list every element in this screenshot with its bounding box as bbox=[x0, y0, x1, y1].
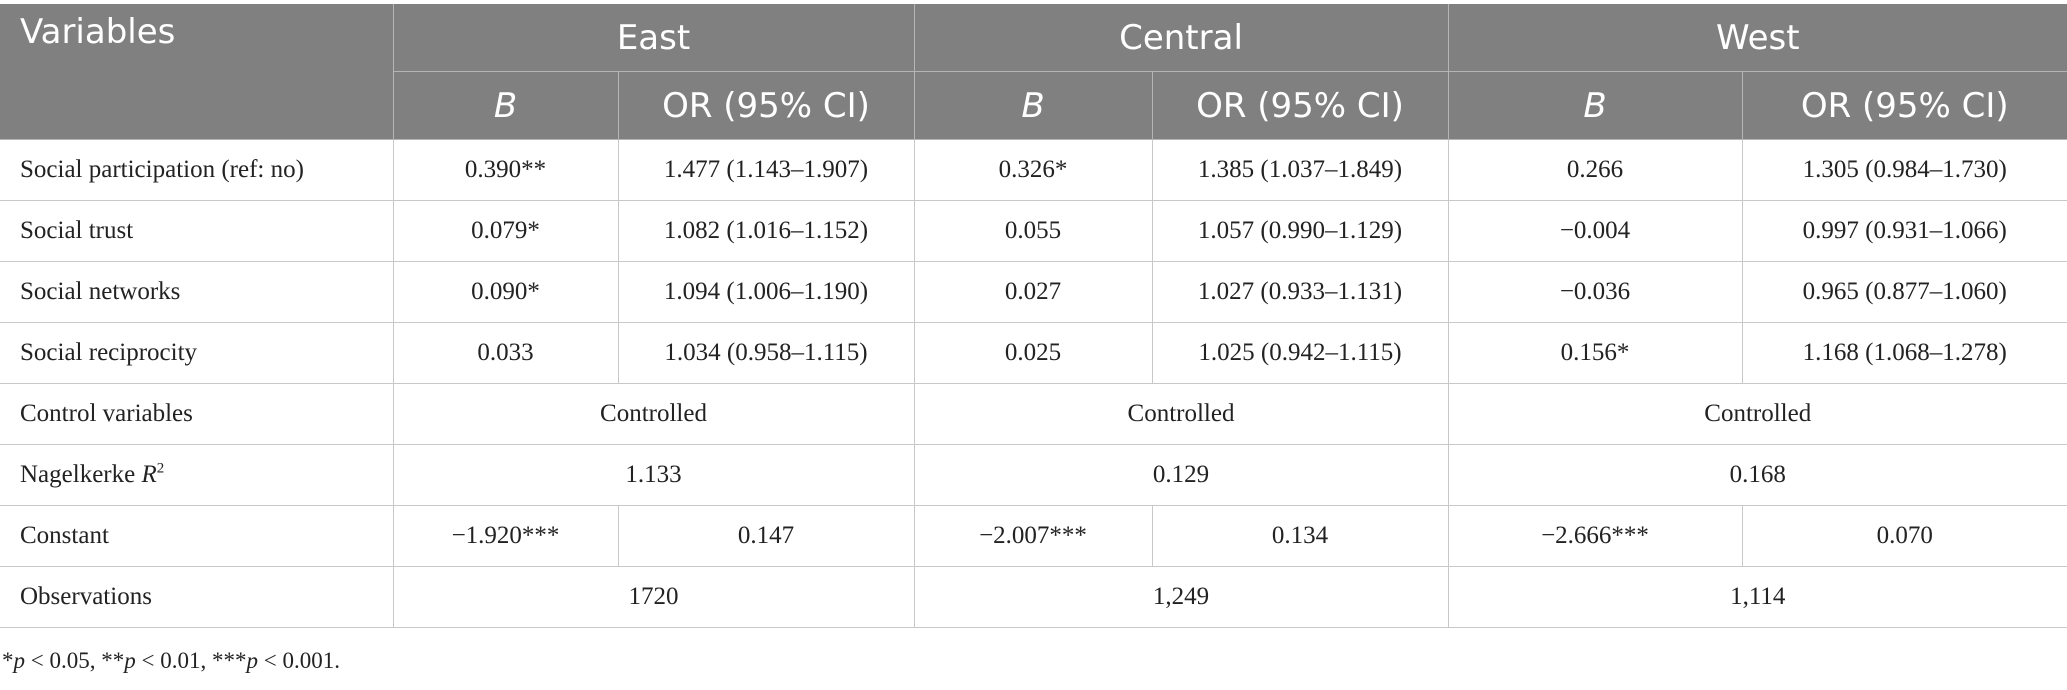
nagelkerke-sup: 2 bbox=[156, 460, 165, 477]
table-row: Social trust 0.079* 1.082 (1.016–1.152) … bbox=[0, 200, 2067, 262]
header-row-stats: B OR (95% CI) B OR (95% CI) B OR (95% CI… bbox=[0, 71, 2067, 140]
control-east: Controlled bbox=[392, 383, 915, 445]
table-cell: −0.036 bbox=[1447, 261, 1743, 323]
footnote-p-3: p bbox=[246, 648, 258, 673]
table-cell: 0.156* bbox=[1447, 322, 1743, 384]
table-cell: −2.007*** bbox=[913, 505, 1153, 567]
table-cell: 1.385 (1.037–1.849) bbox=[1151, 139, 1449, 201]
row-label: Social trust bbox=[0, 200, 394, 262]
table-cell: 1.027 (0.933–1.131) bbox=[1151, 261, 1449, 323]
observations-row: Observations 1720 1,249 1,114 bbox=[0, 566, 2067, 628]
table-cell: −2.666*** bbox=[1447, 505, 1743, 567]
row-label: Constant bbox=[0, 505, 394, 567]
nagelkerke-east: 1.133 bbox=[392, 444, 915, 506]
footnote-threshold-2: < 0.01, bbox=[135, 648, 212, 673]
observations-central: 1,249 bbox=[913, 566, 1449, 628]
header-b-central: B bbox=[914, 71, 1153, 140]
nagelkerke-west: 0.168 bbox=[1447, 444, 2067, 506]
table-cell: 0.025 bbox=[913, 322, 1153, 384]
row-label: Control variables bbox=[0, 383, 394, 445]
row-label: Social participation (ref: no) bbox=[0, 139, 394, 201]
table-cell: 0.134 bbox=[1151, 505, 1449, 567]
table-cell: 0.965 (0.877–1.060) bbox=[1741, 261, 2067, 323]
header-b-west: B bbox=[1448, 71, 1743, 140]
table-cell: 0.997 (0.931–1.066) bbox=[1741, 200, 2067, 262]
nagelkerke-central: 0.129 bbox=[913, 444, 1449, 506]
header-variables: Variables bbox=[0, 4, 394, 140]
table-cell: 1.057 (0.990–1.129) bbox=[1151, 200, 1449, 262]
control-central: Controlled bbox=[913, 383, 1449, 445]
table-cell: 1.477 (1.143–1.907) bbox=[617, 139, 915, 201]
header-row-regions: Variables East Central West bbox=[0, 4, 2067, 140]
table-cell: 0.326* bbox=[913, 139, 1153, 201]
header-or-west: OR (95% CI) bbox=[1742, 71, 2067, 140]
footnote-threshold-3: < 0.001. bbox=[257, 648, 340, 673]
header-region-central: Central bbox=[914, 4, 1449, 72]
table-cell: 0.390** bbox=[392, 139, 619, 201]
row-label: Observations bbox=[0, 566, 394, 628]
nagelkerke-var: R bbox=[141, 461, 157, 488]
table-cell: 1.025 (0.942–1.115) bbox=[1151, 322, 1449, 384]
footnote-p-1: p bbox=[13, 648, 26, 673]
table-cell: 1.082 (1.016–1.152) bbox=[617, 200, 915, 262]
control-variables-row: Control variables Controlled Controlled … bbox=[0, 383, 2067, 445]
table-header: Variables East Central West B OR (95% CI… bbox=[0, 4, 2067, 140]
table-cell: 1.168 (1.068–1.278) bbox=[1741, 322, 2067, 384]
footnote-star-3: *** bbox=[211, 648, 247, 673]
footnote-star-2: ** bbox=[101, 648, 125, 673]
header-region-east: East bbox=[393, 4, 915, 72]
observations-west: 1,114 bbox=[1447, 566, 2067, 628]
observations-east: 1720 bbox=[392, 566, 915, 628]
regression-table: Variables East Central West B OR (95% CI… bbox=[0, 4, 2067, 628]
table-row: Social reciprocity 0.033 1.034 (0.958–1.… bbox=[0, 322, 2067, 384]
header-or-central: OR (95% CI) bbox=[1152, 71, 1449, 140]
table-cell: 0.147 bbox=[617, 505, 915, 567]
table-cell: 0.055 bbox=[913, 200, 1153, 262]
table-cell: 0.070 bbox=[1741, 505, 2067, 567]
row-label: Social reciprocity bbox=[0, 322, 394, 384]
table-footnote: *p < 0.05, **p < 0.01, ***p < 0.001. bbox=[2, 648, 340, 674]
footnote-p-2: p bbox=[124, 648, 136, 673]
header-or-east: OR (95% CI) bbox=[618, 71, 915, 140]
row-label: Nagelkerke R2 bbox=[0, 444, 394, 506]
table-row: Social participation (ref: no) 0.390** 1… bbox=[0, 139, 2067, 201]
table-cell: 1.305 (0.984–1.730) bbox=[1741, 139, 2067, 201]
constant-row: Constant −1.920*** 0.147 −2.007*** 0.134… bbox=[0, 505, 2067, 567]
table-cell: 0.266 bbox=[1447, 139, 1743, 201]
table-cell: −0.004 bbox=[1447, 200, 1743, 262]
table-cell: 0.033 bbox=[392, 322, 619, 384]
control-west: Controlled bbox=[1447, 383, 2067, 445]
nagelkerke-row: Nagelkerke R2 1.133 0.129 0.168 bbox=[0, 444, 2067, 506]
header-b-east: B bbox=[393, 71, 619, 140]
nagelkerke-prefix: Nagelkerke bbox=[20, 461, 142, 488]
footnote-star-1: * bbox=[2, 648, 14, 673]
table-cell: −1.920*** bbox=[392, 505, 619, 567]
table-cell: 1.094 (1.006–1.190) bbox=[617, 261, 915, 323]
table-row: Social networks 0.090* 1.094 (1.006–1.19… bbox=[0, 261, 2067, 323]
table-cell: 0.090* bbox=[392, 261, 619, 323]
table-cell: 1.034 (0.958–1.115) bbox=[617, 322, 915, 384]
table-cell: 0.027 bbox=[913, 261, 1153, 323]
footnote-threshold-1: < 0.05, bbox=[25, 648, 102, 673]
row-label: Social networks bbox=[0, 261, 394, 323]
regression-table-container: Variables East Central West B OR (95% CI… bbox=[0, 4, 2067, 628]
table-body: Social participation (ref: no) 0.390** 1… bbox=[0, 139, 2067, 628]
table-cell: 0.079* bbox=[392, 200, 619, 262]
header-region-west: West bbox=[1448, 4, 2067, 72]
